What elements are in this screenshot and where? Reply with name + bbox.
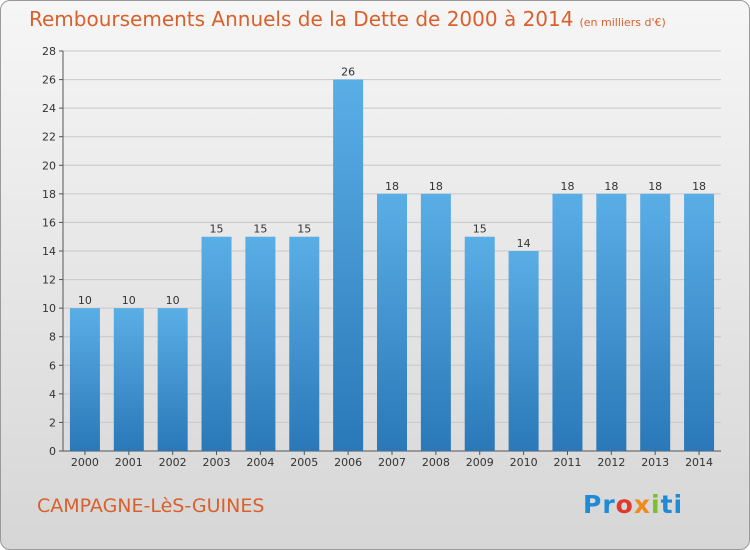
x-tick-label: 2009	[466, 456, 494, 469]
y-tick-label: 6	[49, 359, 56, 372]
y-tick-label: 14	[42, 245, 56, 258]
x-tick-label: 2011	[553, 456, 581, 469]
x-tick-label: 2013	[641, 456, 669, 469]
data-label: 15	[253, 223, 267, 236]
x-tick-label: 2007	[378, 456, 406, 469]
data-label: 26	[341, 66, 355, 79]
bar-2011	[552, 193, 583, 451]
x-tick-label: 2006	[334, 456, 362, 469]
x-tick-label: 2004	[246, 456, 274, 469]
logo-letter: t	[660, 490, 674, 519]
logo-letter: i	[673, 490, 684, 519]
y-tick-label: 24	[42, 102, 56, 115]
x-tick-label: 2010	[510, 456, 538, 469]
logo-letter: i	[651, 490, 661, 519]
x-tick-label: 2005	[290, 456, 318, 469]
bar-2010	[508, 251, 539, 451]
data-label: 15	[473, 223, 487, 236]
logo-letter: x	[633, 490, 651, 519]
y-tick-label: 10	[42, 302, 56, 315]
data-label: 18	[692, 180, 706, 193]
data-label: 18	[385, 180, 399, 193]
x-tick-label: 2008	[422, 456, 450, 469]
data-label: 18	[560, 180, 574, 193]
y-tick-label: 22	[42, 131, 56, 144]
bar-2014	[684, 193, 715, 451]
bar-2003	[201, 236, 232, 451]
data-label: 15	[297, 223, 311, 236]
bar-2004	[245, 236, 276, 451]
logo-letter: r	[602, 490, 616, 519]
y-tick-label: 8	[49, 331, 56, 344]
data-label: 14	[517, 237, 531, 250]
bar-2013	[640, 193, 671, 451]
x-tick-label: 2001	[115, 456, 143, 469]
logo-letter: P	[583, 490, 603, 519]
bars	[69, 79, 715, 452]
chart-title: Remboursements Annuels de la Dette de 20…	[29, 7, 666, 31]
x-tick-label: 2012	[597, 456, 625, 469]
x-tick-label: 2002	[159, 456, 187, 469]
y-tick-label: 4	[49, 388, 56, 401]
y-tick-label: 18	[42, 188, 56, 201]
bar-2006	[333, 79, 364, 452]
bar-2000	[69, 308, 100, 451]
data-label: 15	[210, 223, 224, 236]
chart-title-text: Remboursements Annuels de la Dette de 20…	[29, 7, 574, 31]
data-label: 18	[648, 180, 662, 193]
bar-2012	[596, 193, 627, 451]
x-tick-label: 2014	[685, 456, 713, 469]
proxiti-logo: Proxiti	[583, 490, 683, 519]
x-tick-label: 2003	[203, 456, 231, 469]
chart-unit: (en milliers d'€)	[579, 16, 666, 29]
y-tick-label: 28	[42, 45, 56, 58]
bar-2009	[464, 236, 495, 451]
data-label: 10	[122, 294, 136, 307]
place-name: CAMPAGNE-LèS-GUINES	[37, 495, 265, 517]
y-tick-label: 16	[42, 216, 56, 229]
y-tick-label: 26	[42, 74, 56, 87]
data-label: 10	[166, 294, 180, 307]
y-tick-label: 12	[42, 274, 56, 287]
labels: 2000 10 2001 10 2002 10 2003 15 2004 15 2005 15 2006…	[71, 66, 713, 469]
bar-2007	[377, 193, 407, 451]
logo-letter: o	[615, 490, 634, 519]
bar-2002	[157, 308, 188, 451]
bar-2001	[113, 308, 144, 451]
bar-2005	[289, 236, 320, 451]
data-label: 10	[78, 294, 92, 307]
bar-2008	[420, 193, 451, 451]
y-tick-label: 2	[49, 416, 56, 429]
x-tick-label: 2000	[71, 456, 99, 469]
y-tick-label: 0	[49, 445, 56, 458]
data-label: 18	[429, 180, 443, 193]
y-tick-label: 20	[42, 159, 56, 172]
data-label: 18	[604, 180, 618, 193]
